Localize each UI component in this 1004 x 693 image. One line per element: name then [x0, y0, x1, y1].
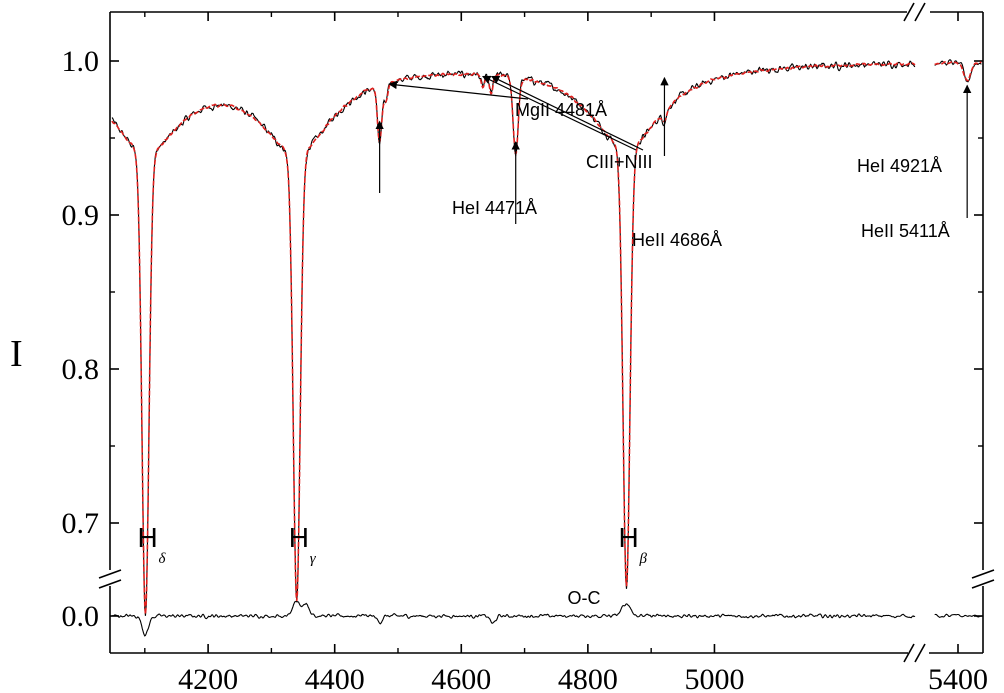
- y-tick-label: 1.0: [62, 45, 100, 78]
- right-axis-break-b: [971, 579, 995, 589]
- spectrum-series: [111, 59, 982, 637]
- balmer-label: H: [618, 522, 638, 553]
- y-tick-label: 0.7: [62, 507, 100, 540]
- model-spectrum-segment-1: [934, 60, 982, 82]
- bottom-axis-break-a: [903, 643, 915, 663]
- arrow-mgii-4481: [388, 80, 529, 100]
- right-axis-break-a: [971, 569, 995, 579]
- balmer-label: H: [289, 522, 309, 553]
- axes-frame: [98, 2, 995, 663]
- bottom-axis-break-b: [914, 643, 926, 663]
- y-axis-label: I: [10, 333, 23, 375]
- x-tick-label: 4800: [558, 663, 618, 693]
- x-tick-label: 4600: [431, 663, 491, 693]
- x-tick-label: 5000: [684, 663, 744, 693]
- balmer-label-subscript: γ: [310, 551, 317, 567]
- x-tick-label: 4400: [305, 663, 365, 693]
- arrow-ciii: [482, 75, 637, 151]
- y-tick-label: 0.9: [62, 199, 100, 232]
- oc-residual-segment-1: [934, 613, 982, 618]
- top-axis-break-b: [914, 2, 926, 22]
- arrow-niii: [490, 75, 644, 151]
- axis-ticks: 1.0 0.9 0.8 0.7 0.0 4200 4400 4600 4800 5000 5400: [62, 12, 988, 693]
- oc-tick-label: 0.0: [62, 600, 100, 633]
- annotation-ciii-niii: CIII+NIII: [586, 152, 653, 172]
- y-tick-label: 0.8: [62, 353, 100, 386]
- x-tick-label: 5400: [928, 663, 988, 693]
- balmer-label: H: [137, 522, 157, 553]
- balmer-label-subscript: δ: [158, 551, 166, 567]
- left-axis-break-a: [98, 569, 122, 579]
- annotation-heii-4686: HeII 4686Å: [632, 230, 722, 250]
- model-spectrum-segment-0: [111, 62, 916, 615]
- top-axis-break-a: [903, 2, 915, 22]
- annotation-heii-5411: HeII 5411Å: [861, 221, 950, 241]
- oc-label: O-C: [568, 588, 601, 608]
- oc-residual-segment-0: [111, 600, 916, 637]
- annotation-hei-4471: HeI 4471Å: [452, 198, 537, 218]
- annotation-hei-4921: HeI 4921Å: [857, 156, 942, 176]
- balmer-label-subscript: β: [638, 551, 647, 567]
- left-axis-break-b: [98, 579, 122, 589]
- observed-spectrum-segment-0: [111, 60, 916, 616]
- x-tick-label: 4200: [178, 663, 238, 693]
